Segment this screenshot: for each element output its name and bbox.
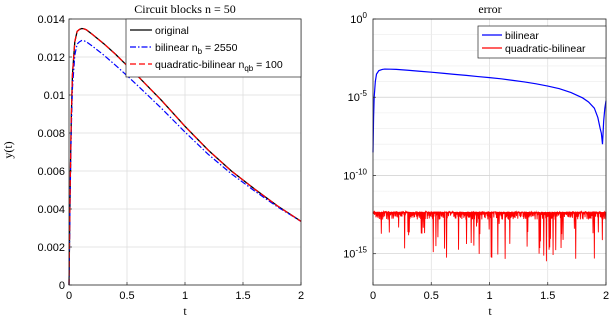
- legend-entry: original: [155, 25, 189, 37]
- y-tick-label: 0.012: [37, 52, 65, 64]
- x-tick-label: 0: [370, 290, 376, 302]
- y-tick-label: 0.008: [37, 128, 65, 140]
- y-tick-label: 0: [59, 280, 65, 292]
- right-chart-ticks: 0 0.5 1 1.5 2 100 10-5 10-10 10-15: [343, 11, 609, 302]
- x-tick-label: 0: [66, 290, 72, 302]
- legend-entry: bilinear nb = 2550: [155, 42, 238, 56]
- right-chart-title: error: [478, 2, 501, 16]
- series-line-bilinear: [372, 68, 607, 153]
- series-line-quadratic-bilinear: [372, 209, 607, 262]
- x-tick-label: 0.5: [424, 290, 439, 302]
- y-tick-label: 10-15: [343, 246, 367, 261]
- x-tick-label: 1.5: [540, 290, 555, 302]
- y-tick-label: 0.002: [37, 242, 65, 254]
- left-chart-ylabel: y(t): [1, 141, 15, 158]
- legend-entry: quadratic-bilinear nqb = 100: [155, 59, 283, 73]
- x-tick-label: 2: [298, 290, 304, 302]
- x-tick-label: 1.5: [235, 290, 250, 302]
- legend-entry: quadratic-bilinear: [505, 43, 586, 55]
- y-tick-label: 10-5: [348, 89, 368, 104]
- left-chart-legend: original bilinear nb = 2550 quadratic-bili…: [125, 18, 302, 78]
- right-chart-series: [372, 68, 607, 262]
- y-tick-label: 0.004: [37, 204, 65, 216]
- x-tick-label: 1: [182, 290, 188, 302]
- x-tick-label: 1: [486, 290, 492, 302]
- right-chart-xlabel: t: [488, 304, 492, 318]
- y-tick-label: 100: [350, 11, 367, 26]
- series-line-bilinear: [68, 39, 302, 286]
- right-chart: error t 0 0.5 1 1.5 2 100 10-5 10-10 10-15 bilin…: [343, 2, 609, 318]
- y-tick-label: 10-10: [343, 167, 367, 182]
- left-chart-title: Circuit blocks n = 50: [134, 2, 235, 16]
- series-line-quadratic-bilinear: [68, 27, 302, 286]
- right-chart-plot-area: [372, 18, 607, 286]
- legend-box: [125, 18, 302, 78]
- left-chart: Circuit blocks n = 50 y(t) t 0 0.5 1 1.5 2 0 0…: [1, 2, 304, 318]
- y-tick-label: 0.006: [37, 166, 65, 178]
- x-tick-label: 2: [603, 290, 609, 302]
- x-tick-label: 0.5: [119, 290, 134, 302]
- y-tick-label: 0.014: [37, 14, 65, 26]
- y-tick-label: 0.01: [44, 90, 65, 102]
- left-chart-series: [68, 27, 302, 286]
- legend-entry: bilinear: [505, 30, 539, 42]
- left-chart-xlabel: t: [183, 304, 187, 318]
- legend-box: [477, 25, 607, 59]
